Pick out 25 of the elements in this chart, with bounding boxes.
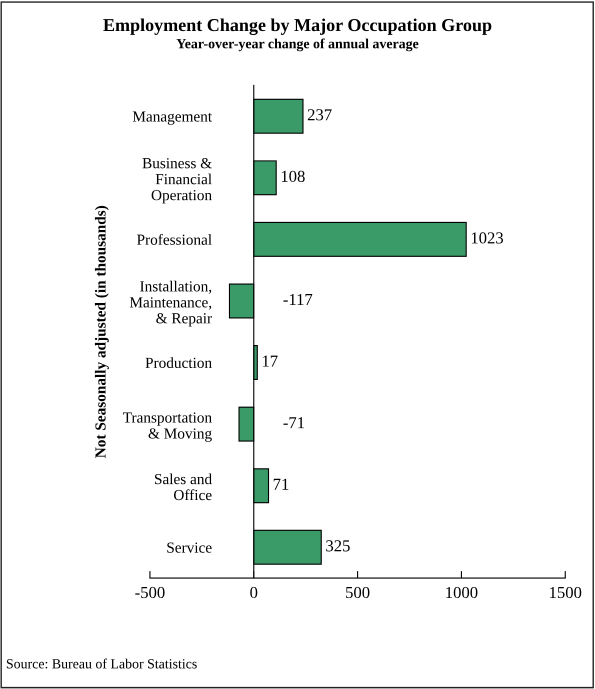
data-label: 325 bbox=[326, 540, 350, 552]
y-tick-label: Service bbox=[167, 542, 212, 553]
y-axis-title: Not Seasonally adjusted (in thousands) bbox=[94, 206, 109, 458]
data-label: 71 bbox=[274, 478, 288, 490]
data-label: -71 bbox=[283, 417, 304, 428]
data-label: 1023 bbox=[472, 232, 504, 244]
x-tick-label: -500 bbox=[135, 586, 165, 598]
source-note: Source: Bureau of Labor Statistics bbox=[6, 658, 197, 669]
y-tick-label: Installation, Maintenance, & Repair bbox=[130, 280, 212, 327]
x-tick-label: 1000 bbox=[446, 586, 478, 598]
y-tick-label: Sales and Office bbox=[154, 473, 212, 500]
x-tick-label: 500 bbox=[346, 586, 370, 598]
data-label: 17 bbox=[262, 356, 278, 367]
chart-title: Employment Change by Major Occupation Group bbox=[103, 18, 492, 35]
y-tick-label: Transportation & Moving bbox=[122, 412, 212, 442]
y-tick-label: Production bbox=[145, 357, 212, 368]
data-label: -117 bbox=[283, 294, 312, 305]
x-tick-label: 1500 bbox=[550, 586, 582, 598]
x-tick-label: 0 bbox=[250, 586, 258, 598]
data-label: 108 bbox=[282, 170, 305, 182]
y-tick-label: Management bbox=[132, 112, 212, 125]
data-label: 237 bbox=[308, 109, 332, 120]
y-tick-label: Business & Financial Operation bbox=[142, 158, 212, 204]
chart-subtitle: Year-over-year change of annual average bbox=[176, 38, 418, 52]
y-tick-label: Professional bbox=[137, 234, 212, 245]
